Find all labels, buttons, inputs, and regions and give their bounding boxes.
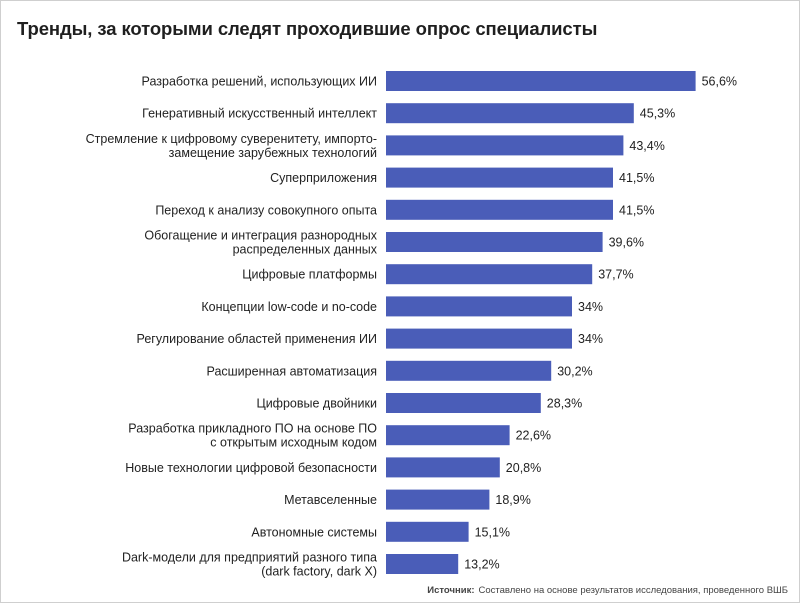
bar bbox=[386, 554, 459, 574]
data-label: 41,5% bbox=[619, 171, 654, 185]
category-label: Генеративный искусственный интеллект bbox=[142, 107, 377, 121]
data-label: 45,3% bbox=[640, 107, 675, 121]
bar bbox=[386, 360, 552, 381]
source-label: Источник: bbox=[427, 585, 475, 596]
data-label: 13,2% bbox=[464, 558, 499, 572]
category-label: Dark-модели для предприятий разного типа bbox=[122, 551, 377, 565]
data-label: 28,3% bbox=[547, 397, 582, 411]
category-label: Метавселенные bbox=[284, 493, 377, 507]
category-label: Обогащение и интеграция разнородных bbox=[144, 229, 377, 243]
category-label: Расширенная автоматизация bbox=[207, 364, 377, 378]
category-label: (dark factory, dark X) bbox=[261, 565, 377, 579]
category-label: Стремление к цифровому суверенитету, имп… bbox=[86, 132, 377, 146]
category-label: замещение зарубежных технологий bbox=[169, 146, 377, 160]
category-label: распределенных данных bbox=[233, 243, 378, 257]
category-label: Концепции low-code и no-code bbox=[201, 300, 377, 314]
category-label: с открытым исходным кодом bbox=[210, 436, 377, 450]
data-label: 37,7% bbox=[598, 268, 633, 282]
category-label: Разработка прикладного ПО на основе ПО bbox=[128, 422, 377, 436]
bar bbox=[386, 489, 490, 510]
category-label: Регулирование областей применения ИИ bbox=[137, 332, 377, 346]
data-label: 34% bbox=[578, 332, 603, 346]
data-label: 18,9% bbox=[495, 493, 530, 507]
data-label: 41,5% bbox=[619, 203, 654, 217]
bar bbox=[386, 135, 624, 156]
data-label: 22,6% bbox=[516, 429, 551, 443]
bar bbox=[386, 521, 469, 542]
category-label: Разработка решений, использующих ИИ bbox=[142, 75, 377, 89]
category-label: Цифровые платформы bbox=[242, 268, 377, 282]
bar bbox=[386, 457, 500, 478]
data-label: 34% bbox=[578, 300, 603, 314]
chart-title: Тренды, за которыми следят проходившие о… bbox=[17, 18, 598, 39]
data-label: 39,6% bbox=[609, 236, 644, 250]
data-label: 15,1% bbox=[475, 525, 510, 539]
data-label: 30,2% bbox=[557, 364, 592, 378]
bar bbox=[386, 232, 603, 252]
bar bbox=[386, 103, 634, 124]
bar bbox=[386, 328, 572, 349]
bar bbox=[386, 393, 541, 413]
category-label: Цифровые двойники bbox=[256, 397, 377, 411]
data-label: 20,8% bbox=[506, 461, 541, 475]
category-label: Автономные системы bbox=[251, 525, 377, 539]
bar bbox=[386, 71, 696, 91]
category-label: Суперприложения bbox=[270, 171, 377, 185]
source-note: Источник: Составлено на основе результато… bbox=[427, 585, 788, 596]
bar bbox=[386, 167, 613, 188]
data-label: 43,4% bbox=[629, 139, 664, 153]
bar bbox=[386, 264, 593, 285]
bar bbox=[386, 425, 510, 446]
data-label: 56,6% bbox=[702, 75, 737, 89]
bar bbox=[386, 199, 613, 220]
category-label: Новые технологии цифровой безопасности bbox=[125, 461, 377, 475]
source-text: Составлено на основе результатов исследо… bbox=[478, 585, 788, 596]
category-label: Переход к анализу совокупного опыта bbox=[155, 203, 377, 217]
bar bbox=[386, 296, 572, 317]
